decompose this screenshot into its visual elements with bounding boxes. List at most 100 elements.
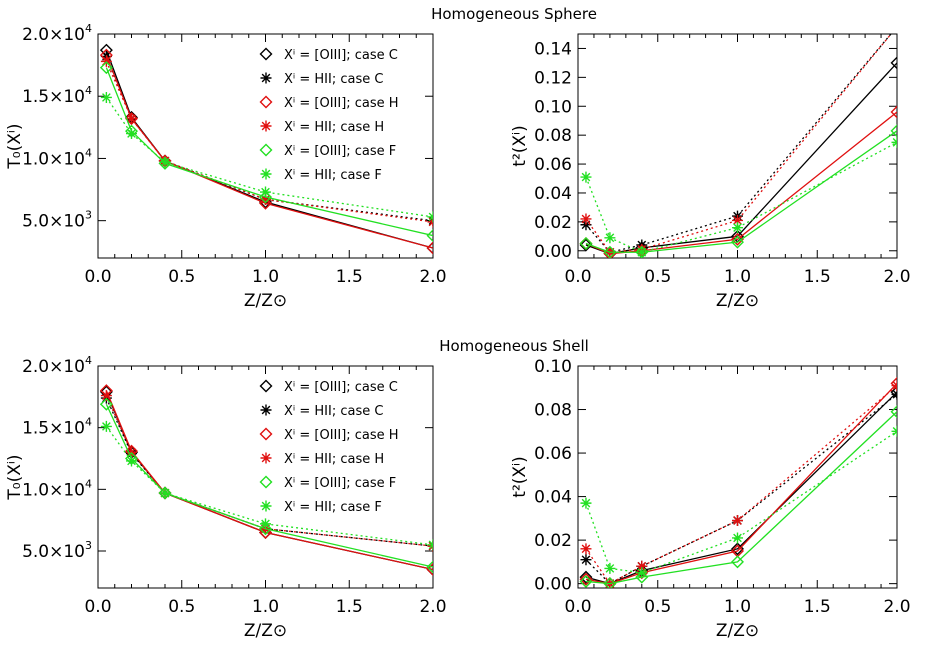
series-line-3 xyxy=(105,395,433,547)
asterisk-marker xyxy=(580,219,592,231)
legend-label: Xⁱ = HII; case F xyxy=(284,500,382,515)
asterisk-marker xyxy=(126,113,137,125)
diamond-marker xyxy=(635,570,649,584)
diamond-marker xyxy=(731,232,744,246)
chart-panel-2: 0.0 0.5 1.0 1.5 2.0 5.0×103 1.0×104 1.5×104 2.0×… xyxy=(5,354,447,641)
x-tick-label: 1.0 xyxy=(724,267,751,287)
legend-label: Xⁱ = HII; case H xyxy=(284,120,384,135)
asterisk-marker xyxy=(604,232,616,244)
legend-marker xyxy=(260,72,272,84)
legend-marker xyxy=(260,404,272,416)
asterisk-marker xyxy=(260,186,271,198)
y-tick-label: 0.14 xyxy=(534,39,572,59)
asterisk-marker xyxy=(636,560,648,572)
x-axis-label: Z/Z⊙ xyxy=(244,621,287,641)
legend-label: Xⁱ = HII; case C xyxy=(284,72,383,87)
x-tick-label: 0.0 xyxy=(84,267,111,287)
x-axis-label: Z/Z⊙ xyxy=(716,291,759,311)
asterisk-marker xyxy=(636,246,648,258)
y-tick-label: 0.04 xyxy=(534,184,572,204)
asterisk-marker xyxy=(159,487,171,499)
series-line-5 xyxy=(105,426,433,546)
legend-label: Xⁱ = HII; case C xyxy=(284,404,383,419)
title-sphere: Homogeneous Sphere xyxy=(431,5,597,23)
asterisk-marker xyxy=(732,532,743,544)
series-layer xyxy=(579,376,897,588)
x-tick-label: 1.5 xyxy=(804,267,831,287)
y-tick-label: 1.5×104 xyxy=(22,416,92,439)
title-shell: Homogeneous Shell xyxy=(439,337,589,355)
asterisk-marker xyxy=(580,543,592,555)
y-axis-label: t²(Xⁱ) xyxy=(510,125,530,166)
x-tick-label: 0.5 xyxy=(644,267,671,287)
asterisk-marker xyxy=(159,156,171,168)
diamond-marker xyxy=(426,229,433,243)
x-tick-label: 0.5 xyxy=(168,597,195,617)
asterisk-marker xyxy=(892,21,903,32)
chart-panel-3: 0.0 0.5 1.0 1.5 2.0 0.00 0.02 0.04 0.06 0.08 0.10 Z… xyxy=(510,357,911,641)
y-tick-label: 0.08 xyxy=(534,401,572,421)
legend-0: Xⁱ = [OIII]; case C Xⁱ = HII; case C Xⁱ = … xyxy=(259,47,399,183)
asterisk-marker xyxy=(604,562,616,574)
diamond-marker xyxy=(99,61,113,75)
series-line-1 xyxy=(585,34,892,253)
asterisk-marker xyxy=(100,91,112,103)
asterisk-marker xyxy=(427,211,433,223)
asterisk-marker xyxy=(580,554,592,566)
y-tick-label: 5.0×103 xyxy=(22,539,92,562)
diamond-marker xyxy=(579,574,593,588)
y-tick-label: 1.5×104 xyxy=(22,84,92,107)
legend-marker xyxy=(260,168,272,180)
legend-marker xyxy=(260,452,272,464)
x-tick-label: 1.5 xyxy=(336,597,363,617)
diamond-marker xyxy=(603,245,617,258)
chart-panel-0: 0.0 0.5 1.0 1.5 2.0 5.0×103 1.0×104 1.5×104 2.0×… xyxy=(5,22,447,311)
asterisk-marker xyxy=(100,420,112,432)
legend-label: Xⁱ = HII; case F xyxy=(284,168,382,183)
diamond-marker xyxy=(99,397,113,411)
series-line-0 xyxy=(585,62,897,255)
diamond-marker xyxy=(426,563,433,576)
diamond-marker xyxy=(731,235,744,249)
y-tick-label: 1.0×104 xyxy=(22,477,92,500)
y-tick-label: 0.06 xyxy=(534,155,572,175)
legend-label: Xⁱ = [OIII]; case F xyxy=(284,476,396,491)
diamond-marker xyxy=(426,241,433,255)
y-tick-label: 0.02 xyxy=(534,213,572,233)
y-tick-label: 0.04 xyxy=(534,488,572,508)
x-tick-label: 1.0 xyxy=(724,597,751,617)
asterisk-marker xyxy=(100,390,112,402)
y-tick-label: 2.0×104 xyxy=(22,354,92,377)
legend-marker xyxy=(259,143,273,157)
asterisk-marker xyxy=(636,567,648,579)
x-tick-label: 1.5 xyxy=(804,597,831,617)
legend-marker xyxy=(260,500,272,512)
asterisk-marker xyxy=(580,171,592,183)
asterisk-marker xyxy=(126,128,137,140)
legend-marker xyxy=(259,427,273,441)
y-tick-label: 1.0×104 xyxy=(22,146,92,169)
diamond-marker xyxy=(890,105,897,119)
legend-label: Xⁱ = [OIII]; case H xyxy=(284,428,399,443)
x-axis-label: Z/Z⊙ xyxy=(244,291,287,311)
x-tick-label: 0.5 xyxy=(168,267,195,287)
y-tick-label: 0.06 xyxy=(534,444,572,464)
x-axis-label: Z/Z⊙ xyxy=(716,621,759,641)
x-tick-label: 2.0 xyxy=(883,267,910,287)
legend-marker xyxy=(259,47,273,61)
x-tick-label: 1.0 xyxy=(252,597,279,617)
asterisk-marker xyxy=(891,425,897,437)
y-tick-label: 5.0×103 xyxy=(22,209,92,232)
x-tick-label: 2.0 xyxy=(883,597,910,617)
legend-label: Xⁱ = [OIII]; case C xyxy=(284,48,398,63)
series-line-3 xyxy=(585,34,892,253)
asterisk-marker xyxy=(580,213,592,225)
y-tick-label: 0.12 xyxy=(534,68,572,88)
y-axis-label: T₀(Xⁱ) xyxy=(5,123,25,169)
diamond-marker xyxy=(579,237,593,251)
y-axis-label: T₀(Xⁱ) xyxy=(5,454,25,500)
series-line-1 xyxy=(105,397,433,547)
series-line-1 xyxy=(585,393,897,585)
y-tick-label: 0.02 xyxy=(534,531,572,551)
series-layer xyxy=(99,43,433,255)
